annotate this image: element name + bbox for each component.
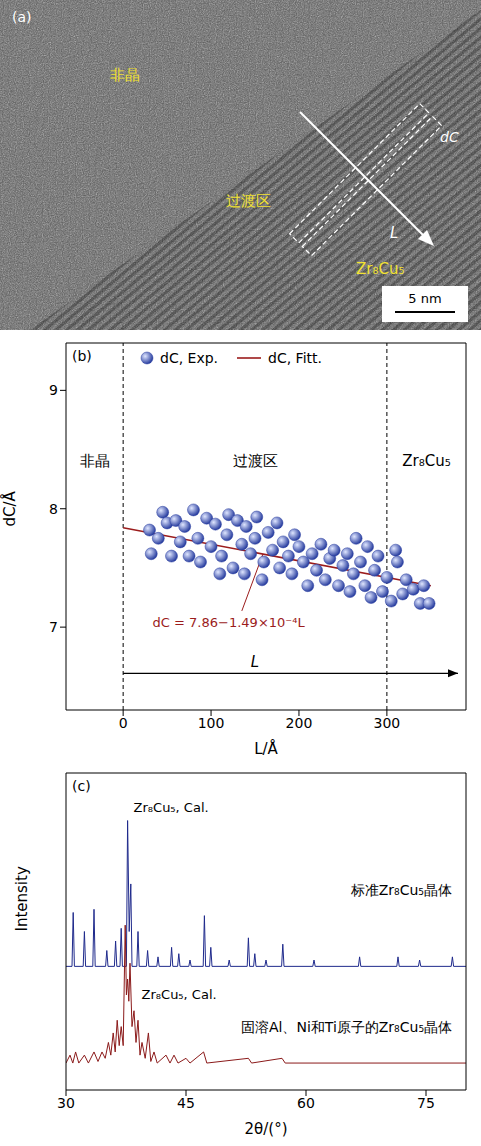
svg-text:100: 100 [198, 715, 225, 731]
svg-text:固溶Al、Ni和Ti原子的Zr₈Cu₅晶体: 固溶Al、Ni和Ti原子的Zr₈Cu₅晶体 [241, 1019, 452, 1035]
svg-text:300: 300 [374, 715, 401, 731]
svg-text:dC/Å: dC/Å [0, 490, 19, 526]
svg-text:Zr₈Cu₅, Cal.: Zr₈Cu₅, Cal. [134, 800, 209, 815]
svg-text:(a): (a) [12, 9, 32, 25]
svg-text:dC: dC [440, 129, 459, 145]
svg-text:45: 45 [177, 1095, 195, 1111]
svg-text:8: 8 [49, 501, 58, 517]
svg-text:非晶: 非晶 [110, 66, 140, 84]
svg-text:过渡区: 过渡区 [233, 452, 278, 470]
svg-text:Zr₈Cu₅: Zr₈Cu₅ [402, 452, 450, 470]
svg-text:2θ/(°): 2θ/(°) [245, 1120, 288, 1138]
svg-text:30: 30 [57, 1095, 75, 1111]
svg-text:非晶: 非晶 [80, 452, 110, 470]
svg-text:75: 75 [417, 1095, 435, 1111]
html-text:dC, Exp.: dC, Exp. [160, 350, 218, 366]
svg-text:过渡区: 过渡区 [226, 192, 271, 210]
html-text:(c): (c) [72, 778, 91, 794]
svg-text:标准Zr₈Cu₅晶体: 标准Zr₈Cu₅晶体 [350, 882, 452, 898]
svg-text:5 nm: 5 nm [408, 291, 441, 306]
svg-text:Intensity: Intensity [13, 866, 31, 931]
svg-text:200: 200 [286, 715, 313, 731]
svg-text:60: 60 [297, 1095, 315, 1111]
svg-text:L/Å: L/Å [254, 739, 278, 758]
svg-text:Zr₈Cu₅: Zr₈Cu₅ [356, 260, 404, 278]
svg-text:7: 7 [49, 619, 58, 635]
svg-text:Zr₈Cu₅, Cal.: Zr₈Cu₅, Cal. [142, 987, 217, 1002]
svg-text:L: L [390, 224, 398, 242]
svg-text:0: 0 [119, 715, 128, 731]
html-text:dC, Fitt.: dC, Fitt. [268, 350, 322, 366]
svg-text:dC = 7.86−1.49×10⁻⁴L: dC = 7.86−1.49×10⁻⁴L [153, 615, 306, 630]
svg-text:9: 9 [49, 382, 58, 398]
html-text:(b): (b) [72, 348, 92, 364]
svg-text:L: L [251, 653, 259, 671]
